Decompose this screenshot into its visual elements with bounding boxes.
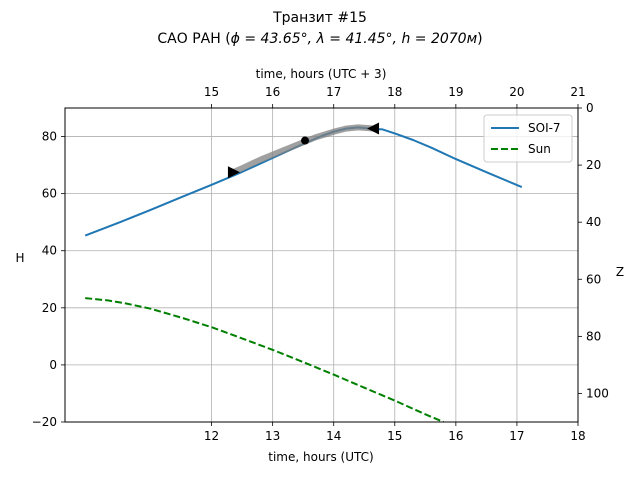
- y-tick-label-0: 0: [49, 358, 57, 372]
- z-tick-label-60: 60: [586, 272, 601, 286]
- plot-frame: [64, 107, 579, 423]
- x-tick-label-17: 17: [509, 429, 524, 443]
- y-axis-right: 0 20 40 60 80 100: [578, 101, 609, 400]
- y-tick-label-80: 80: [42, 130, 57, 144]
- y-tick-label-20: 20: [42, 301, 57, 315]
- x-tick-label-15: 15: [387, 429, 402, 443]
- z-tick-label-40: 40: [586, 215, 601, 229]
- title-observatory: САО РАН (: [157, 31, 230, 47]
- y-tick-label--20: −20: [32, 415, 57, 429]
- x-tick-label-18: 18: [570, 429, 585, 443]
- z-tick-label-20: 20: [586, 158, 601, 172]
- x-axis-top-label: time, hours (UTC + 3): [256, 67, 387, 81]
- title-close-paren: ): [477, 31, 482, 47]
- x-top-tick-label-16: 16: [265, 85, 280, 99]
- chart-title-line2: САО РАН (ϕ = 43.65°, λ = 41.45°, h = 207…: [157, 31, 482, 47]
- legend-box: [483, 114, 573, 163]
- z-tick-label-0: 0: [586, 101, 594, 115]
- title-altitude: h = 2070м: [401, 31, 477, 47]
- z-tick-label-100: 100: [586, 386, 609, 400]
- x-top-tick-label-17: 17: [326, 85, 341, 99]
- z-tick-label-80: 80: [586, 329, 601, 343]
- title-latitude: ϕ = 43.65°,: [231, 31, 317, 47]
- x-tick-label-16: 16: [448, 429, 463, 443]
- y-axis-left: −20 0 20 40 60 80: [32, 130, 65, 429]
- x-top-tick-label-20: 20: [509, 85, 524, 99]
- transit-start-marker: [227, 166, 240, 179]
- legend-label-sun: Sun: [528, 142, 551, 156]
- x-top-tick-label-21: 21: [570, 85, 585, 99]
- y-axis-right-label: Z: [616, 265, 624, 279]
- legend: SOI-7 Sun: [483, 114, 573, 163]
- marker-layer: [227, 122, 380, 179]
- x-top-tick-label-18: 18: [387, 85, 402, 99]
- chart-title-line1: Транзит #15: [272, 10, 367, 26]
- y-axis-label: H: [15, 251, 24, 265]
- x-axis-bottom: 12 13 14 15 16 17 18: [204, 422, 586, 443]
- title-longitude: λ = 41.45°,: [316, 31, 402, 47]
- x-axis-label: time, hours (UTC): [268, 450, 373, 464]
- x-top-tick-label-19: 19: [448, 85, 463, 99]
- series-layer: [84, 124, 523, 422]
- visible-segment-highlight: [231, 124, 375, 175]
- y-tick-label-40: 40: [42, 244, 57, 258]
- x-tick-label-12: 12: [204, 429, 219, 443]
- x-top-tick-label-15: 15: [204, 85, 219, 99]
- series-line-sun: [85, 297, 444, 422]
- transit-peak-marker: [301, 136, 310, 145]
- x-axis-top: 15 16 17 18 19 20 21: [204, 85, 586, 108]
- x-tick-label-13: 13: [265, 429, 280, 443]
- transit-end-marker: [367, 122, 380, 135]
- x-tick-label-14: 14: [326, 429, 341, 443]
- legend-label-soi7: SOI-7: [528, 121, 561, 135]
- y-tick-label-60: 60: [42, 187, 57, 201]
